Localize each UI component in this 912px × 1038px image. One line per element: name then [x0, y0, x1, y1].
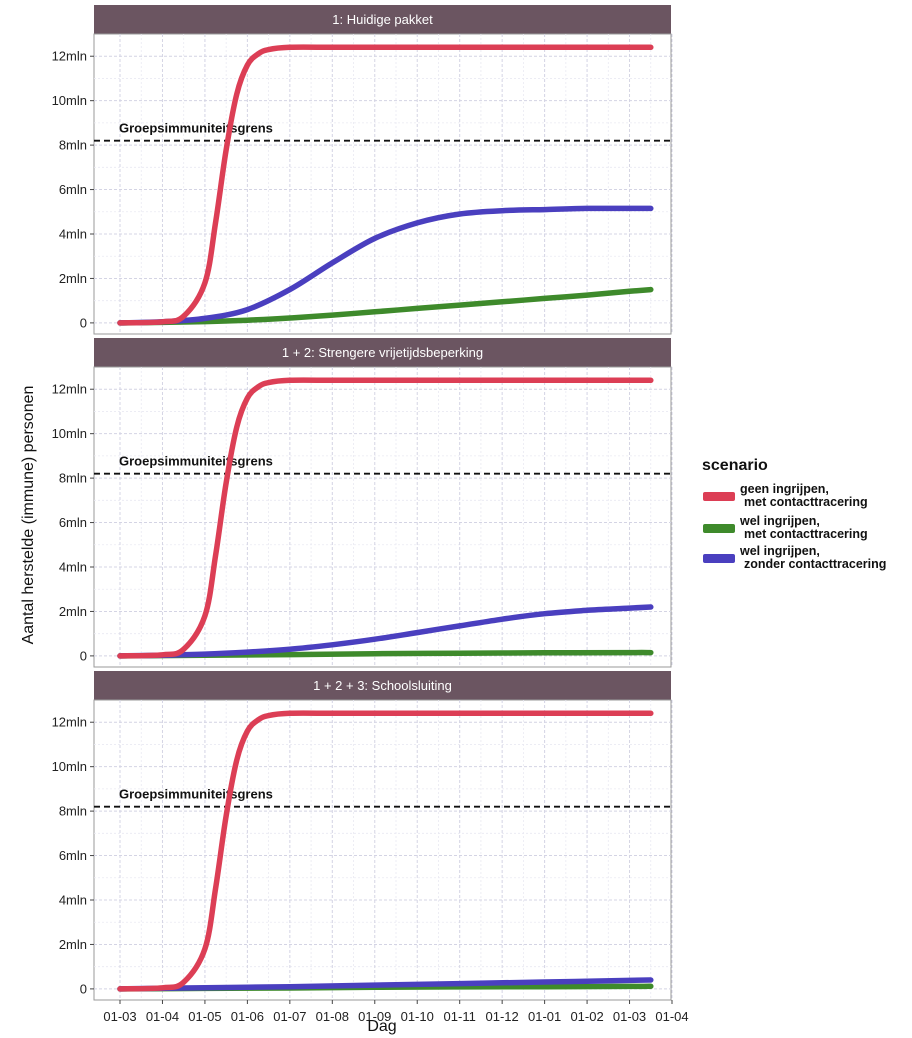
x-tick-label: 01-03 [613, 1009, 646, 1024]
x-axis-title: Dag [367, 1018, 396, 1035]
series-line-geen [117, 710, 654, 992]
x-tick-label: 01-04 [655, 1009, 688, 1024]
series-line-wel_zonder [117, 604, 654, 659]
y-tick-label: 10mln [52, 93, 87, 108]
x-tick-label: 01-06 [231, 1009, 264, 1024]
x-tick-label: 01-04 [146, 1009, 179, 1024]
series-line-wel_zonder [117, 977, 654, 992]
series-line-wel_met [117, 286, 654, 326]
y-tick-label: 10mln [52, 426, 87, 441]
legend-swatch [703, 524, 735, 533]
legend-swatch [703, 554, 735, 563]
x-tick-label: 01-01 [528, 1009, 561, 1024]
herd-immunity-label: Groepsimmuniteitsgrens [119, 454, 273, 469]
series-line-wel_zonder [117, 205, 654, 326]
x-tick-label: 01-09 [358, 1009, 391, 1024]
y-tick-label: 0 [80, 648, 87, 663]
panel-title: 1: Huidige pakket [332, 12, 433, 27]
x-tick-label: 01-03 [103, 1009, 136, 1024]
legend-swatch [703, 492, 735, 501]
y-tick-label: 4mln [59, 560, 87, 575]
panel-1: 1: Huidige pakket 0 2mln 4mln 6mln 8mln 10mln 1… [52, 5, 673, 335]
y-tick-label: 4mln [59, 893, 87, 908]
legend-label: met contacttracering [744, 495, 868, 509]
y-tick-label: 12mln [52, 382, 87, 397]
legend-item-wel_zonder: wel ingrijpen,zonder contacttracering [703, 544, 886, 571]
x-tick-label: 01-07 [273, 1009, 306, 1024]
y-tick-label: 8mln [59, 804, 87, 819]
panel-2: 1 + 2: Strengere vrijetijdsbeperking 0 2ml… [52, 338, 673, 668]
series-line-geen [117, 44, 654, 326]
y-tick-label: 12mln [52, 715, 87, 730]
x-tick-label: 01-11 [444, 1009, 476, 1024]
panel-3: 1 + 2 + 3: Schoolsluiting 0 2mln 4mln 6mln 8m… [52, 671, 689, 1024]
panel-title: 1 + 2 + 3: Schoolsluiting [313, 678, 452, 693]
y-tick-label: 2mln [59, 937, 87, 952]
x-tick-label: 01-12 [486, 1009, 519, 1024]
y-tick-label: 4mln [59, 227, 87, 242]
plot-area [93, 366, 672, 668]
series-line-geen [117, 377, 654, 659]
legend-label: wel ingrijpen, [739, 514, 820, 528]
plot-area [93, 699, 672, 1001]
panel-title: 1 + 2: Strengere vrijetijdsbeperking [282, 345, 483, 360]
panel-strip [94, 671, 671, 700]
y-tick-label: 8mln [59, 471, 87, 486]
herd-immunity-label: Groepsimmuniteitsgrens [119, 787, 273, 802]
y-tick-label: 6mln [59, 515, 87, 530]
legend-label: zonder contacttracering [744, 557, 886, 571]
y-tick-label: 2mln [59, 271, 87, 286]
herd-immunity-label: Groepsimmuniteitsgrens [119, 121, 273, 136]
y-tick-label: 12mln [52, 49, 87, 64]
chart-panels: 1: Huidige pakket02mln4mln6mln8mln10mln1… [52, 5, 689, 1024]
panel-strip [94, 5, 671, 34]
legend-title: scenario [702, 457, 768, 474]
y-tick-label: 0 [80, 981, 87, 996]
y-tick-label: 0 [80, 315, 87, 330]
y-tick-label: 6mln [59, 182, 87, 197]
y-tick-label: 2mln [59, 604, 87, 619]
plot-area [93, 33, 672, 335]
x-tick-label: 01-10 [401, 1009, 434, 1024]
legend-label: met contacttracering [744, 527, 868, 541]
panel-strip [94, 338, 671, 367]
y-tick-label: 6mln [59, 848, 87, 863]
legend-label: geen ingrijpen, [740, 482, 829, 496]
x-tick-label: 01-02 [570, 1009, 603, 1024]
x-tick-label: 01-05 [188, 1009, 221, 1024]
y-tick-label: 8mln [59, 138, 87, 153]
y-axis-title: Aantal herstelde (immune) personen [20, 386, 37, 645]
y-tick-label: 10mln [52, 759, 87, 774]
legend-item-geen: geen ingrijpen,met contacttracering [703, 482, 868, 509]
x-tick-label: 01-08 [316, 1009, 349, 1024]
legend-item-wel_met: wel ingrijpen,met contacttracering [703, 514, 868, 541]
legend-label: wel ingrijpen, [739, 544, 820, 558]
